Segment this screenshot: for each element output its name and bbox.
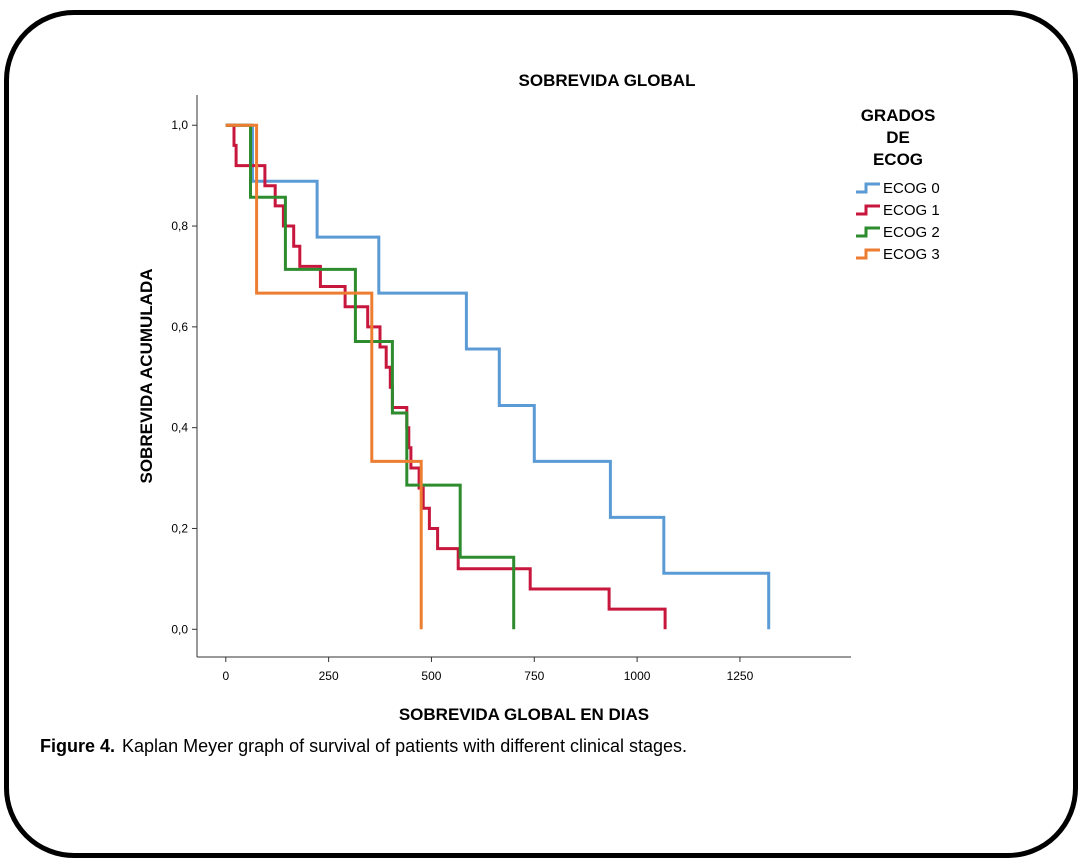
chart-title: SOBREVIDA GLOBAL: [519, 71, 696, 90]
legend-label: ECOG 0: [883, 180, 940, 197]
survival-curves: [225, 123, 771, 630]
y-tick-label: 0,4: [171, 421, 188, 435]
x-tick-label: 1000: [624, 669, 651, 683]
x-tick-label: 1250: [727, 669, 754, 683]
y-tick-label: 0,2: [171, 521, 188, 535]
y-tick-label: 0,8: [171, 219, 188, 233]
x-axis-label: SOBREVIDA GLOBAL EN DIAS: [399, 705, 649, 724]
series-line-ecog-0: [225, 123, 771, 630]
legend-title-line-3: ECOG: [873, 150, 923, 169]
legend-title-line-2: DE: [886, 128, 910, 147]
legend-swatch: [856, 248, 880, 260]
legend-label: ECOG 2: [883, 224, 940, 241]
figure-frame: [4, 10, 1078, 858]
legend-swatch: [856, 182, 880, 194]
series-line-ecog-3: [225, 123, 423, 630]
legend-items: ECOG 0 ECOG 1 ECOG 2 ECOG 3: [856, 180, 940, 263]
caption-label: Figure 4.: [40, 736, 116, 756]
axis-ticks: 0 250 500 750 1000 1250 0,0 0,2 0,4 0,6 0,8 1,0: [171, 118, 753, 683]
y-tick-label: 1,0: [171, 118, 188, 132]
x-tick-label: 0: [222, 669, 229, 683]
legend-swatch: [856, 204, 880, 216]
x-tick-label: 500: [421, 669, 441, 683]
y-axis-label: SOBREVIDA ACUMULADA: [137, 268, 156, 483]
series-line-ecog-1: [225, 123, 667, 630]
legend-swatch: [856, 226, 880, 238]
x-tick-label: 750: [524, 669, 544, 683]
series-line-ecog-2: [225, 123, 516, 630]
y-tick-label: 0,6: [171, 320, 188, 334]
y-tick-label: 0,0: [171, 622, 188, 636]
x-tick-label: 250: [319, 669, 339, 683]
legend-title-line-1: GRADOS: [861, 106, 936, 125]
figure-caption: Figure 4. Kaplan Meyer graph of survival…: [40, 736, 687, 757]
caption-text: Kaplan Meyer graph of survival of patien…: [122, 736, 687, 756]
legend: GRADOS DE ECOG ECOG 0 ECOG 1 ECOG 2 ECOG 3: [856, 106, 940, 263]
legend-label: ECOG 3: [883, 246, 940, 263]
legend-label: ECOG 1: [883, 202, 940, 219]
